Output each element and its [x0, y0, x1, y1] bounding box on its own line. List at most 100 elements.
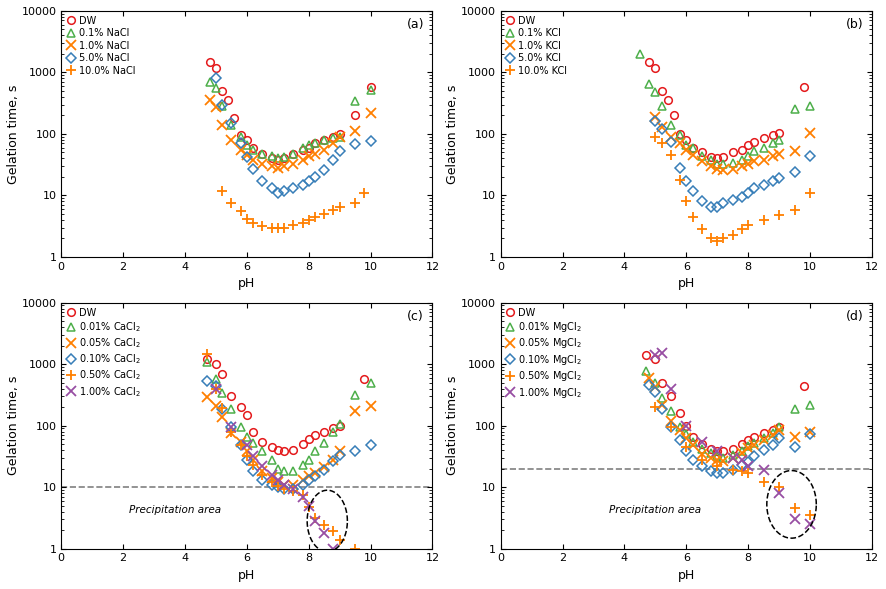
0.05% CaCl₂: [319, 464, 330, 471]
1.0% KCl: [665, 133, 676, 140]
0.01% CaCl₂: [201, 358, 212, 365]
DW: [798, 382, 809, 389]
DW: [688, 144, 698, 151]
5.0% NaCl: [288, 185, 299, 192]
0.01% CaCl₂: [278, 468, 289, 475]
0.05% MgCl₂: [727, 454, 738, 461]
DW: [211, 64, 222, 71]
0.10% CaCl₂: [303, 477, 314, 484]
5.0% NaCl: [248, 166, 259, 173]
0.05% MgCl₂: [767, 432, 778, 439]
0.1% NaCl: [217, 103, 228, 110]
DW: [650, 64, 661, 71]
0.05% CaCl₂: [273, 479, 284, 486]
10.0% NaCl: [242, 215, 253, 222]
Line: 10.0% NaCl: 10.0% NaCl: [218, 186, 369, 233]
0.1% KCl: [767, 140, 778, 147]
0.10% CaCl₂: [217, 405, 228, 412]
DW: [675, 130, 686, 137]
1.0% NaCl: [350, 128, 361, 135]
DW: [278, 155, 289, 162]
X-axis label: pH: pH: [678, 569, 695, 582]
0.50% MgCl₂: [789, 505, 800, 512]
0.50% CaCl₂: [309, 514, 320, 521]
5.0% NaCl: [211, 75, 222, 82]
Line: 0.01% MgCl₂: 0.01% MgCl₂: [642, 367, 814, 462]
0.01% CaCl₂: [303, 456, 314, 463]
0.05% MgCl₂: [665, 417, 676, 424]
5.0% NaCl: [365, 137, 376, 144]
0.1% KCl: [749, 148, 759, 155]
0.50% CaCl₂: [297, 491, 307, 498]
0.10% CaCl₂: [278, 485, 289, 492]
DW: [257, 150, 268, 157]
10.0% KCl: [758, 216, 769, 223]
1.0% KCl: [681, 146, 692, 153]
5.0% KCl: [706, 203, 717, 210]
0.1% KCl: [719, 161, 729, 168]
0.1% NaCl: [309, 139, 320, 146]
0.05% CaCl₂: [350, 407, 361, 414]
10.0% KCl: [657, 140, 667, 147]
Line: 0.1% NaCl: 0.1% NaCl: [206, 78, 375, 162]
10.0% NaCl: [257, 222, 268, 229]
DW: [688, 434, 698, 441]
DW: [211, 360, 222, 368]
5.0% NaCl: [278, 187, 289, 194]
0.1% KCl: [688, 145, 698, 152]
0.1% KCl: [657, 103, 667, 110]
1.0% KCl: [737, 163, 748, 170]
1.0% NaCl: [319, 146, 330, 153]
0.10% MgCl₂: [712, 469, 723, 477]
DW: [319, 428, 330, 435]
DW: [758, 135, 769, 142]
0.10% MgCl₂: [804, 431, 815, 438]
0.50% CaCl₂: [334, 536, 345, 543]
0.1% KCl: [665, 121, 676, 128]
0.1% KCl: [804, 103, 815, 110]
1.0% KCl: [696, 158, 707, 165]
0.10% CaCl₂: [328, 457, 338, 464]
0.05% MgCl₂: [675, 426, 686, 434]
DW: [727, 445, 738, 452]
0.50% CaCl₂: [242, 452, 253, 459]
5.0% NaCl: [267, 185, 277, 192]
0.01% CaCl₂: [226, 405, 237, 412]
0.10% CaCl₂: [334, 452, 345, 459]
10.0% NaCl: [248, 220, 259, 227]
DW: [675, 409, 686, 416]
0.1% NaCl: [334, 133, 345, 140]
1.0% KCl: [719, 166, 729, 173]
Legend: DW, 0.01% CaCl$_2$, 0.05% CaCl$_2$, 0.10% CaCl$_2$, 0.50% CaCl$_2$, 1.00% CaCl$_: DW, 0.01% CaCl$_2$, 0.05% CaCl$_2$, 0.10…: [64, 306, 143, 401]
0.50% CaCl₂: [201, 350, 212, 358]
10.0% NaCl: [288, 221, 299, 229]
DW: [273, 156, 284, 163]
0.10% MgCl₂: [767, 442, 778, 449]
1.00% CaCl₂: [319, 530, 330, 537]
0.50% CaCl₂: [257, 471, 268, 478]
0.10% MgCl₂: [758, 446, 769, 454]
1.0% NaCl: [217, 121, 228, 128]
DW: [303, 144, 314, 151]
0.1% KCl: [743, 153, 754, 160]
1.0% NaCl: [278, 163, 289, 170]
DW: [719, 448, 729, 455]
1.0% NaCl: [328, 140, 338, 147]
1.0% KCl: [706, 163, 717, 170]
DW: [712, 448, 723, 455]
DW: [359, 375, 369, 382]
1.0% KCl: [758, 156, 769, 163]
10.0% KCl: [681, 198, 692, 205]
0.05% CaCl₂: [303, 473, 314, 480]
0.10% MgCl₂: [644, 382, 655, 389]
10.0% KCl: [712, 238, 723, 245]
1.0% KCl: [749, 158, 759, 165]
0.05% MgCl₂: [789, 434, 800, 441]
1.0% KCl: [675, 140, 686, 147]
DW: [657, 379, 667, 386]
0.50% MgCl₂: [758, 479, 769, 486]
1.00% MgCl₂: [712, 448, 723, 455]
0.50% MgCl₂: [804, 512, 815, 519]
0.50% CaCl₂: [288, 488, 299, 495]
0.50% MgCl₂: [650, 403, 661, 411]
